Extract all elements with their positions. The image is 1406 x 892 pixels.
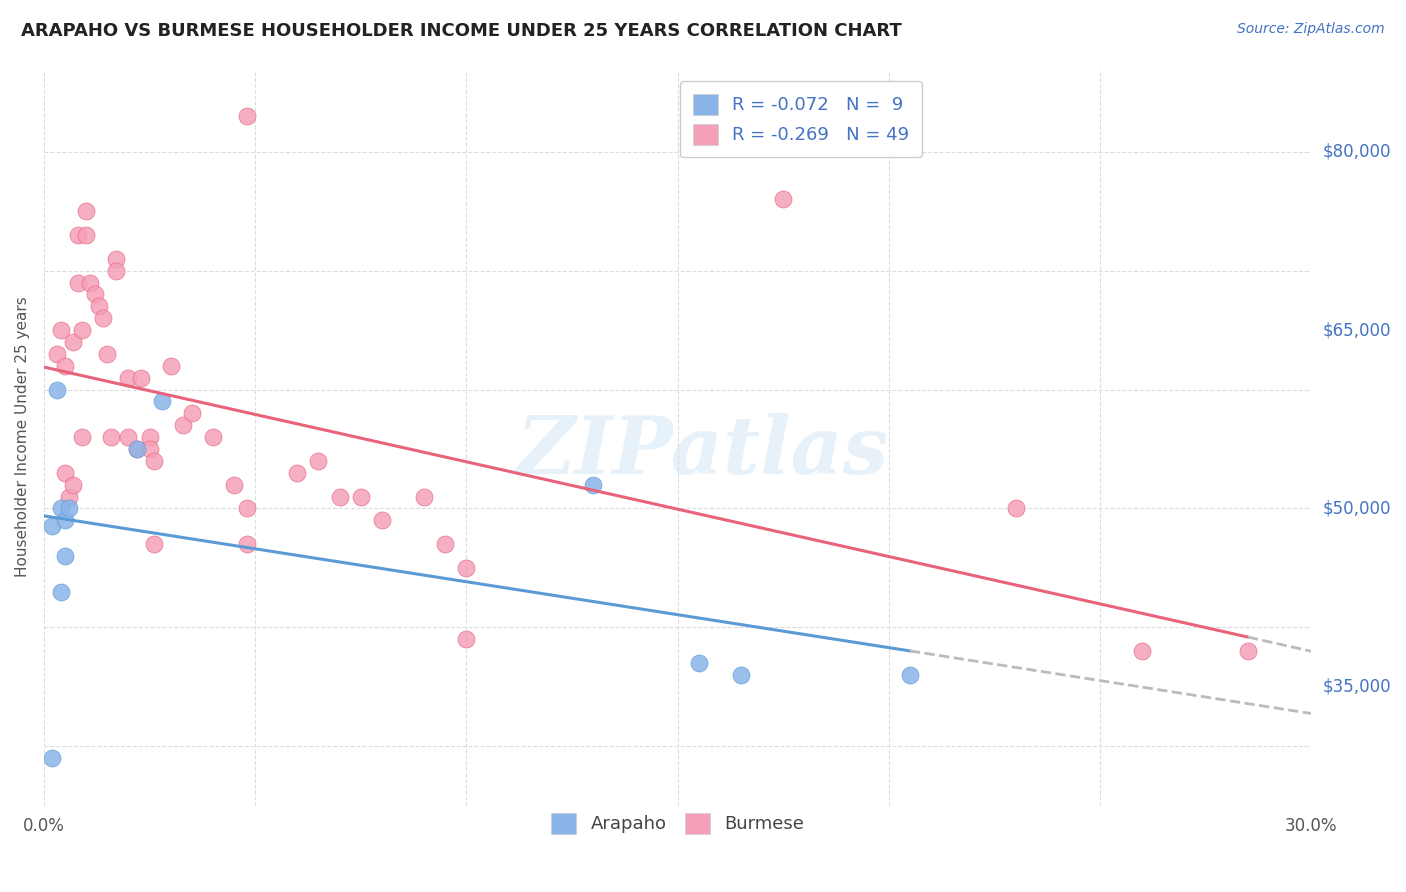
Text: Source: ZipAtlas.com: Source: ZipAtlas.com [1237, 22, 1385, 37]
Point [49, 584, 72, 599]
Point [201, 430, 224, 444]
Point [180, 406, 202, 420]
Point [138, 430, 160, 444]
Point [45, 347, 67, 361]
Point [150, 394, 173, 409]
Point [308, 454, 330, 468]
Point [41, 519, 63, 533]
Point [45, 383, 67, 397]
Point [159, 359, 181, 373]
Point [49, 501, 72, 516]
Point [371, 513, 394, 527]
Point [138, 442, 160, 456]
Legend: Arapaho, Burmese: Arapaho, Burmese [540, 802, 815, 845]
Point [96, 347, 118, 361]
Point [62, 477, 84, 491]
Text: $50,000: $50,000 [1323, 500, 1391, 517]
Point [285, 466, 308, 480]
Point [53, 359, 76, 373]
Point [87, 299, 110, 313]
Point [898, 668, 921, 682]
Point [53, 513, 76, 527]
Text: $65,000: $65,000 [1323, 321, 1391, 339]
Point [104, 252, 127, 266]
Point [75, 204, 97, 219]
Point [235, 109, 257, 123]
Point [58, 490, 80, 504]
Point [456, 632, 478, 647]
Point [172, 418, 194, 433]
Point [235, 537, 257, 551]
Point [66, 227, 89, 242]
Point [772, 192, 794, 206]
Text: $80,000: $80,000 [1323, 143, 1391, 161]
Point [53, 549, 76, 563]
Point [117, 370, 139, 384]
Point [456, 561, 478, 575]
Point [125, 442, 148, 456]
Text: $35,000: $35,000 [1323, 678, 1391, 696]
Text: ZIPatlas: ZIPatlas [517, 413, 889, 491]
Point [70, 430, 93, 444]
Point [1237, 644, 1260, 658]
Point [62, 334, 84, 349]
Point [235, 501, 257, 516]
Point [100, 430, 122, 444]
Point [75, 227, 97, 242]
Point [70, 323, 93, 337]
Point [688, 656, 710, 670]
Point [41, 751, 63, 765]
Point [413, 490, 436, 504]
Point [66, 276, 89, 290]
Point [129, 370, 152, 384]
Point [434, 537, 457, 551]
Point [329, 490, 352, 504]
Point [142, 537, 165, 551]
Point [79, 276, 101, 290]
Point [91, 311, 114, 326]
Point [53, 466, 76, 480]
Point [350, 490, 373, 504]
Point [125, 442, 148, 456]
Point [730, 668, 752, 682]
Point [142, 454, 165, 468]
Point [104, 263, 127, 277]
Point [117, 430, 139, 444]
Y-axis label: Householder Income Under 25 years: Householder Income Under 25 years [15, 297, 30, 577]
Point [49, 323, 72, 337]
Point [222, 477, 245, 491]
Point [58, 501, 80, 516]
Point [1004, 501, 1026, 516]
Point [1130, 644, 1153, 658]
Point [582, 477, 605, 491]
Text: ARAPAHO VS BURMESE HOUSEHOLDER INCOME UNDER 25 YEARS CORRELATION CHART: ARAPAHO VS BURMESE HOUSEHOLDER INCOME UN… [21, 22, 901, 40]
Point [83, 287, 105, 301]
